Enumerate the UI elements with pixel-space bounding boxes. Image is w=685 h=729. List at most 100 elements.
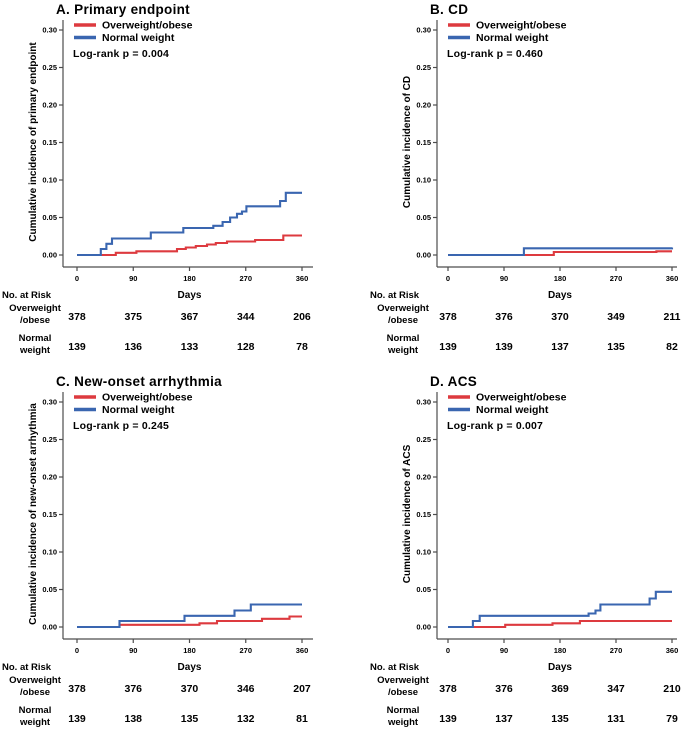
at-risk-header: No. at Risk [370,662,420,673]
legend-label-normal: Normal weight [476,32,549,44]
x-tick-label: 360 [296,274,309,283]
at-risk-value: 206 [293,311,311,323]
legend-label-overweight: Overweight/obese [476,20,567,32]
at-risk-value: 78 [296,341,308,353]
at-risk-value: 346 [237,683,255,695]
at-risk-row-label: Overweight [9,303,62,314]
x-tick-label: 0 [75,646,79,655]
at-risk-value: 135 [551,713,569,725]
at-risk-value: 349 [607,311,625,323]
x-tick-label: 360 [666,274,679,283]
x-tick-label: 360 [666,646,679,655]
at-risk-value: 378 [439,311,457,323]
y-axis-label: Cumulative incidence of CD [402,76,413,208]
x-tick-label: 270 [239,274,252,283]
y-tick-label: 0.25 [42,63,57,72]
km-chart: 0.00 0.05 0.10 0.15 0.20 0.25 0.30 0 90 180 270 360… [2,374,313,728]
logrank-p-value: Log-rank p = 0.460 [447,48,543,60]
at-risk-header: No. at Risk [2,290,52,301]
x-tick-label: 90 [500,274,508,283]
panel-title: B. CD [430,2,468,17]
at-risk-value: 211 [664,311,681,323]
x-tick-label: 180 [183,646,196,655]
at-risk-value: 139 [68,341,86,353]
at-risk-value: 376 [124,683,142,695]
legend-label-overweight: Overweight/obese [102,392,193,404]
at-risk-value: 132 [237,713,255,725]
at-risk-value: 375 [124,311,142,323]
y-axis-label: Cumulative incidence of new-onset arrhyt… [28,403,39,625]
at-risk-value: 82 [666,341,678,353]
x-tick-label: 270 [610,646,623,655]
at-risk-value: 133 [181,341,199,353]
x-tick-label: 0 [446,646,450,655]
y-tick-label: 0.30 [42,26,57,35]
legend-label-normal: Normal weight [476,404,549,416]
km-curve-overweight-obese [448,250,672,257]
x-tick-label: 90 [500,646,508,655]
km-curve-normal-weight [77,191,302,257]
panel-acs: 0.00 0.05 0.10 0.15 0.20 0.25 0.30 0 90 180 270 360… [343,372,685,729]
panel-title: A. Primary endpoint [56,2,190,17]
km-chart: 0.00 0.05 0.10 0.15 0.20 0.25 0.30 0 90 180 270 360… [2,2,313,356]
x-axis-label: Days [178,662,202,673]
x-tick-label: 90 [129,646,137,655]
y-tick-label: 0.30 [42,398,57,407]
at-risk-row-label: Overweight [377,303,430,314]
at-risk-value: 367 [181,311,199,323]
at-risk-row-label: weight [19,717,51,728]
at-risk-row-label: Overweight [9,675,62,686]
y-tick-label: 0.15 [416,510,431,519]
at-risk-row-label: /obese [388,687,418,698]
y-tick-label: 0.15 [42,138,57,147]
legend-label-overweight: Overweight/obese [476,392,567,404]
at-risk-value: 344 [237,311,255,323]
logrank-p-value: Log-rank p = 0.004 [73,48,169,60]
at-risk-header: No. at Risk [370,290,420,301]
at-risk-row-label: Normal [19,705,52,716]
y-tick-label: 0.05 [416,585,431,594]
logrank-p-value: Log-rank p = 0.007 [447,420,543,432]
x-tick-label: 270 [239,646,252,655]
at-risk-value: 378 [439,683,457,695]
at-risk-value: 376 [495,683,513,695]
km-curve-overweight-obese [448,619,672,629]
y-tick-label: 0.15 [416,138,431,147]
at-risk-value: 131 [607,713,625,725]
legend-label-normal: Normal weight [102,32,175,44]
y-axis-label: Cumulative incidence of primary endpoint [28,42,39,242]
km-curve-normal-weight [448,247,674,257]
at-risk-value: 376 [495,311,513,323]
legend-label-normal: Normal weight [102,404,175,416]
at-risk-value: 137 [495,713,513,725]
at-risk-value: 128 [237,341,255,353]
x-tick-label: 180 [554,646,567,655]
at-risk-value: 135 [181,713,199,725]
at-risk-value: 139 [68,713,86,725]
at-risk-row-label: weight [387,345,419,356]
y-tick-label: 0.20 [416,473,431,482]
at-risk-value: 138 [124,713,142,725]
panel-cd: 0.00 0.05 0.10 0.15 0.20 0.25 0.30 0 90 180 270 360… [343,0,685,372]
at-risk-row-label: Normal [19,333,52,344]
y-tick-label: 0.00 [416,251,431,260]
x-tick-label: 180 [554,274,567,283]
y-tick-label: 0.25 [416,435,431,444]
at-risk-value: 139 [495,341,513,353]
y-tick-label: 0.05 [416,213,431,222]
km-curve-overweight-obese [77,615,302,629]
y-tick-label: 0.10 [416,548,431,557]
y-tick-label: 0.15 [42,510,57,519]
y-tick-label: 0.10 [42,176,57,185]
at-risk-header: No. at Risk [2,662,52,673]
y-tick-label: 0.25 [42,435,57,444]
y-tick-label: 0.30 [416,26,431,35]
km-chart: 0.00 0.05 0.10 0.15 0.20 0.25 0.30 0 90 180 270 360… [370,374,681,728]
at-risk-row-label: /obese [388,315,418,326]
at-risk-row-label: weight [387,717,419,728]
panel-title: C. New-onset arrhythmia [56,374,222,389]
at-risk-row-label: Normal [387,705,420,716]
at-risk-row-label: /obese [20,315,50,326]
at-risk-value: 347 [607,683,625,695]
at-risk-value: 135 [607,341,625,353]
